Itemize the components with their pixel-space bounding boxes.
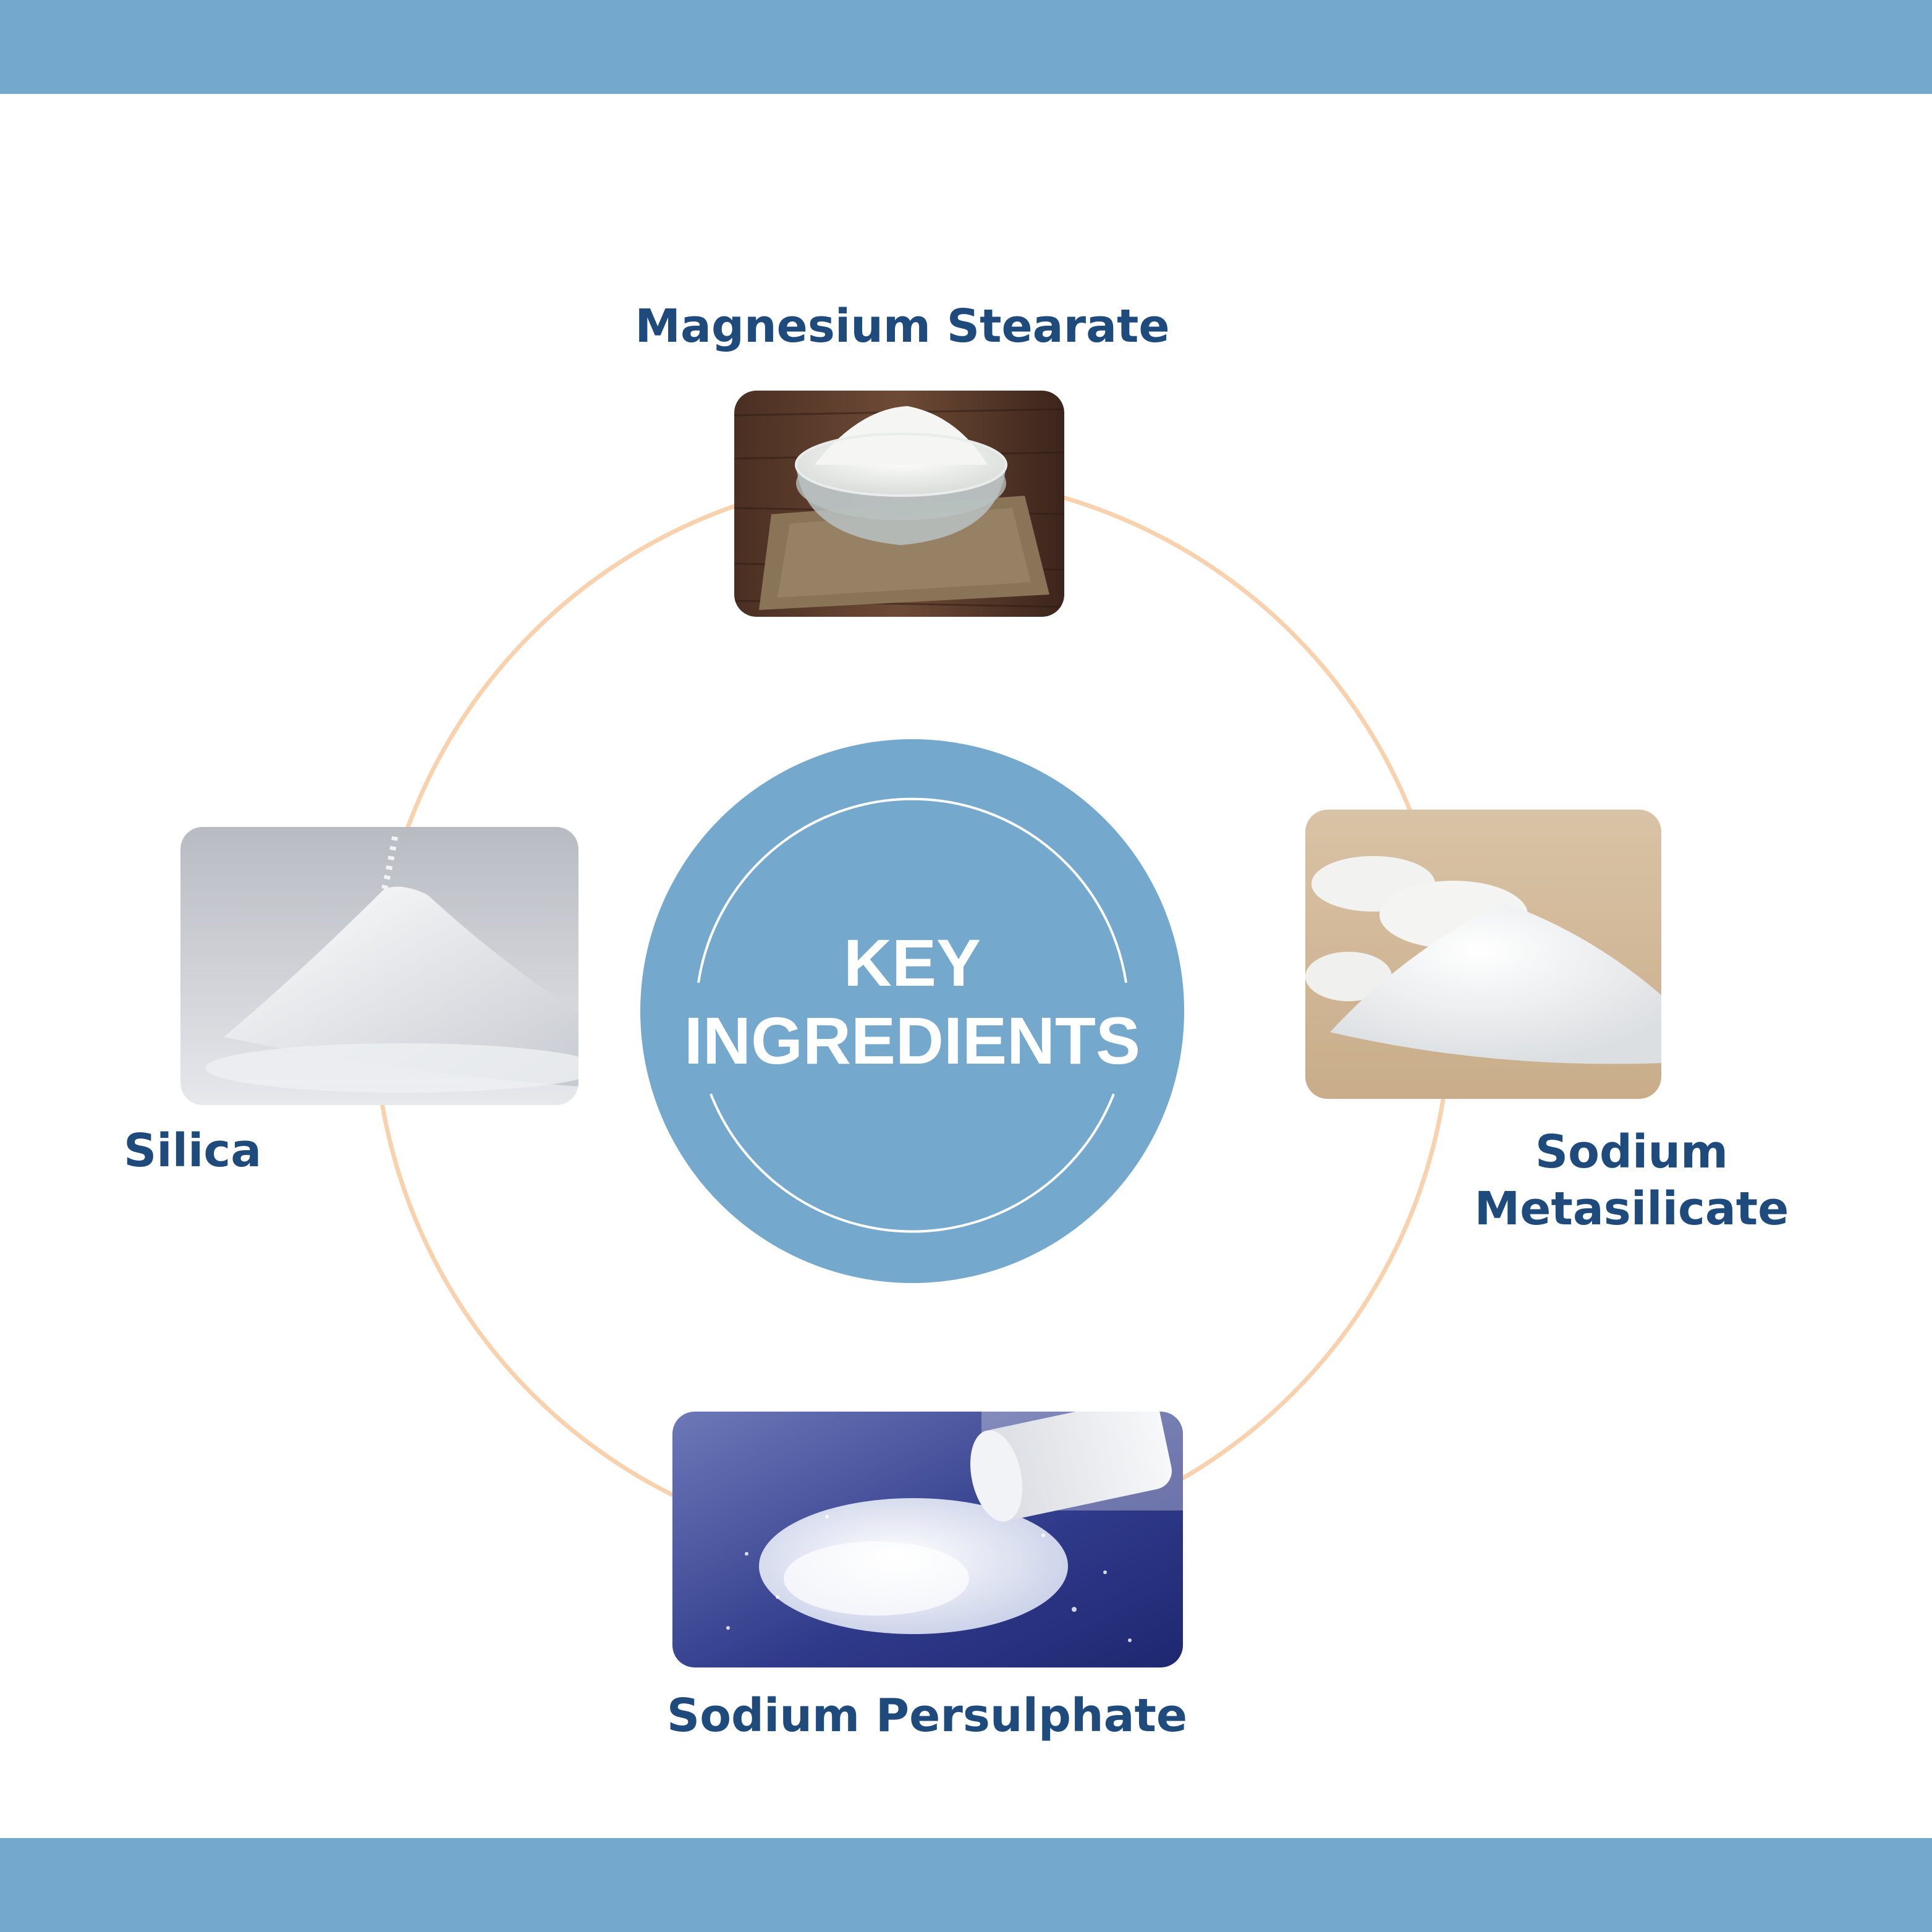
sodium-metasilicate-photo: [1305, 810, 1661, 1099]
top-band: [0, 0, 1932, 94]
silica-photo: [180, 827, 578, 1105]
label-sodium-metasilicate: Sodium Metasilicate: [1446, 1124, 1817, 1237]
center-title-line1: KEY: [843, 925, 981, 1000]
inner-arc-top: [697, 797, 1127, 983]
label-sodium-persulphate: Sodium Persulphate: [666, 1689, 1188, 1742]
label-sodium-metasilicate-line1: Sodium: [1535, 1125, 1729, 1179]
label-magnesium-stearate: Magnesium Stearate: [635, 300, 1170, 353]
center-title-line2: INGREDIENTS: [684, 1003, 1141, 1078]
bottom-band: [0, 1838, 1932, 1932]
label-sodium-metasilicate-line2: Metasilicate: [1474, 1182, 1789, 1235]
inner-arc-bottom: [710, 1093, 1115, 1233]
center-circle: [640, 739, 1184, 1283]
sodium-persulphate-photo: [672, 1412, 1183, 1667]
label-silica: Silica: [124, 1124, 262, 1177]
magnesium-stearate-photo: [734, 391, 1064, 617]
